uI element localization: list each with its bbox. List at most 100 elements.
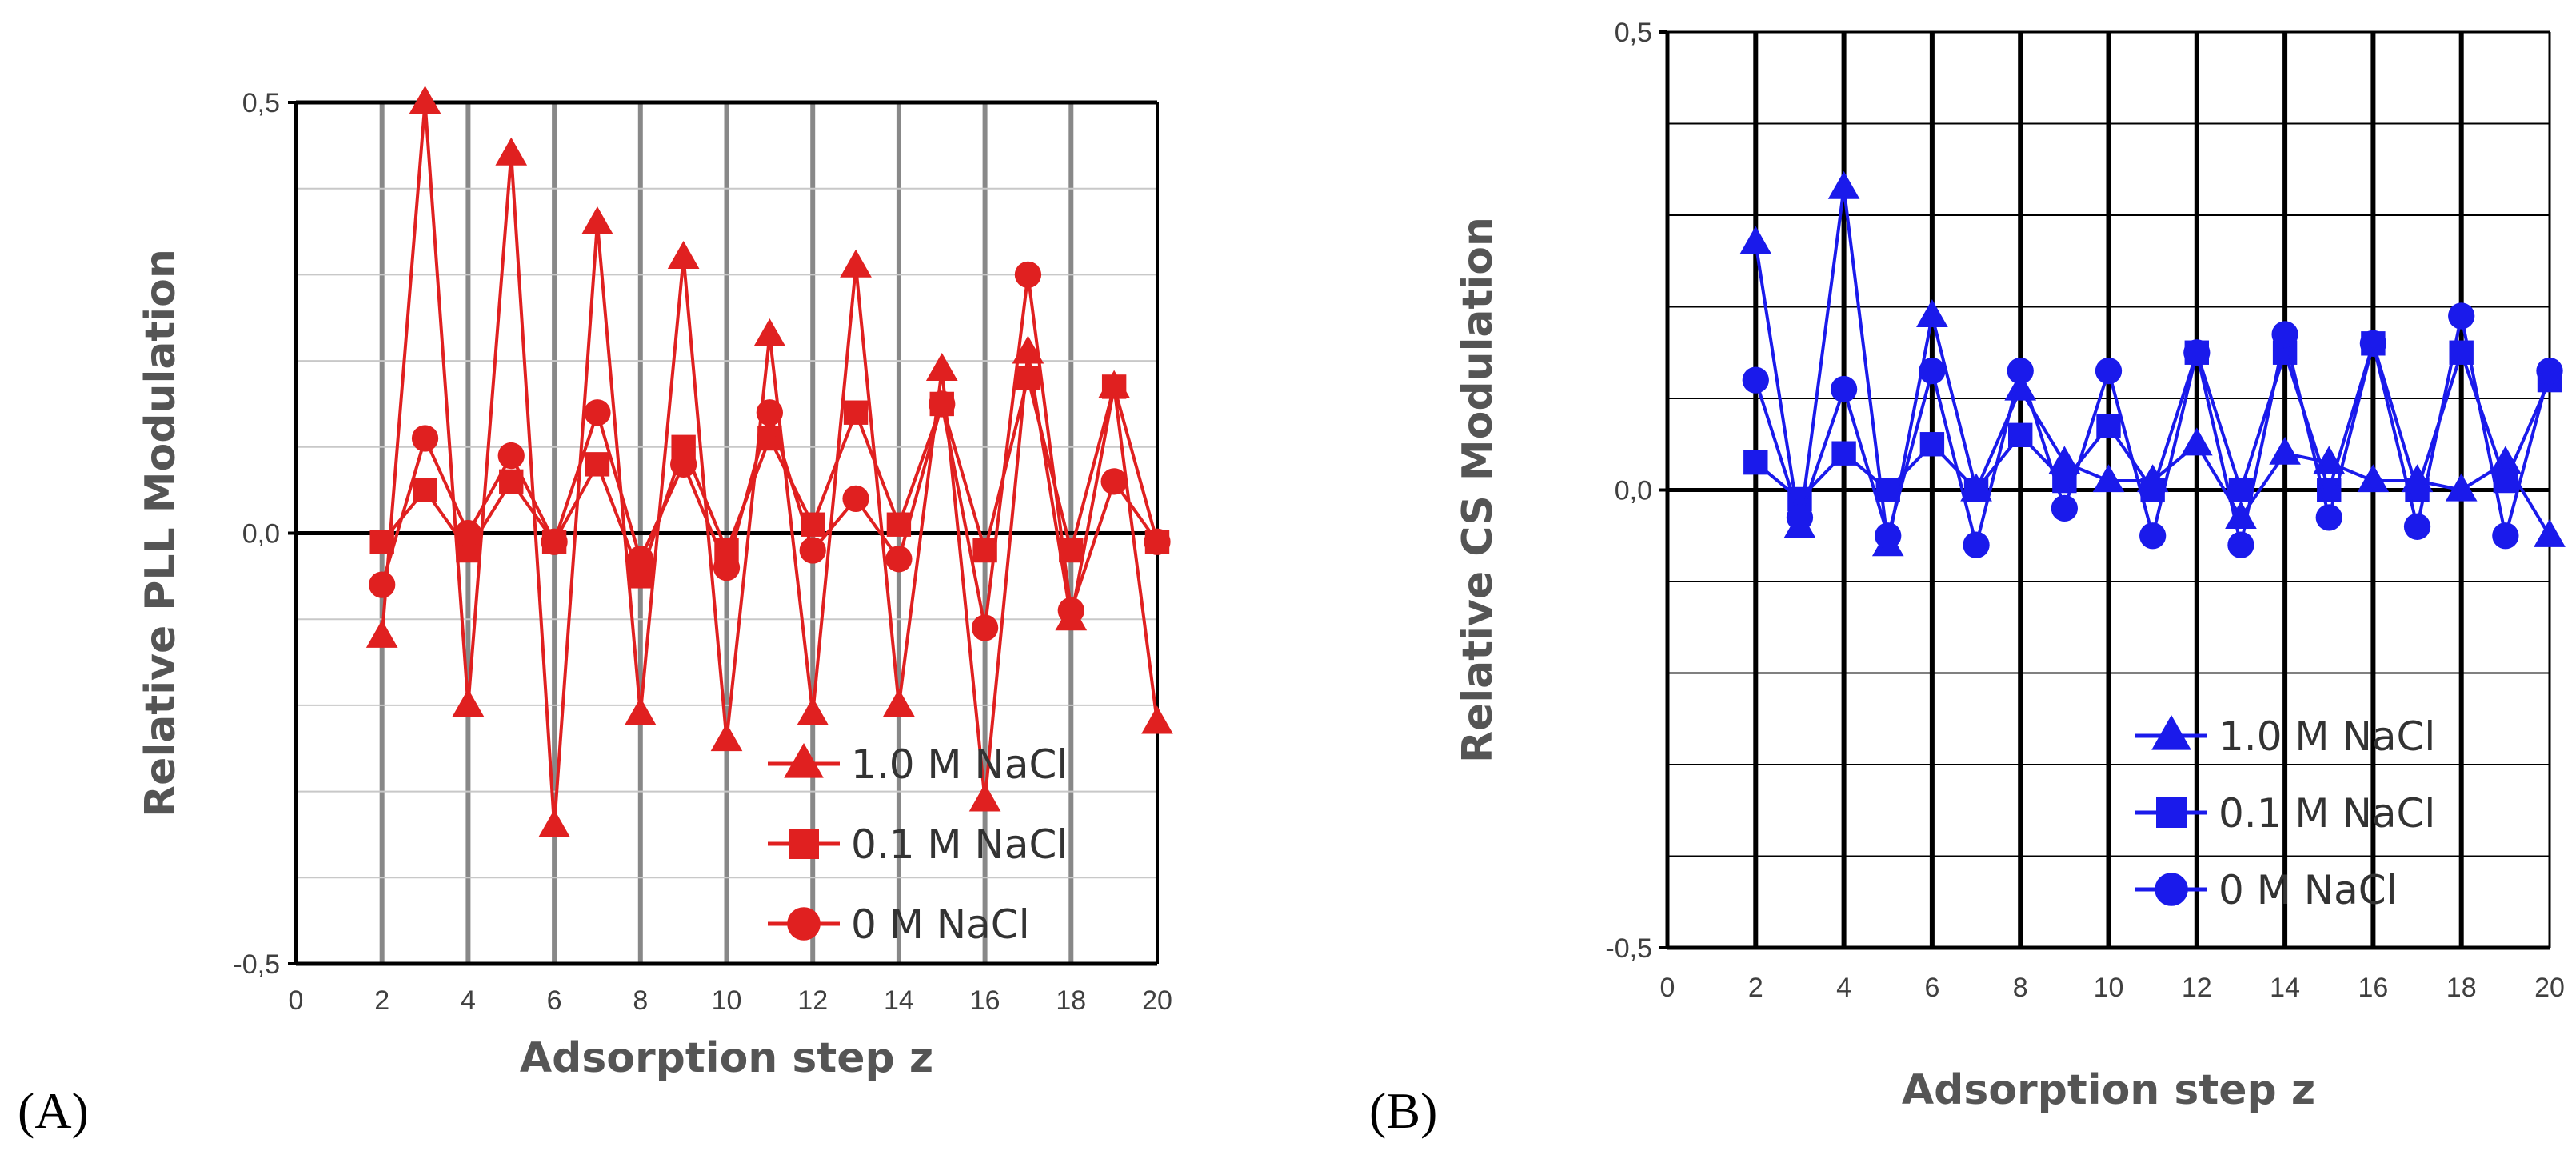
data-point [2445,473,2478,502]
data-point [883,689,915,717]
y-tick-labels: -0,5 0,0 0,5 [233,88,280,980]
legend-marker [787,907,821,941]
x-tick-label: 2 [1748,973,1763,1003]
data-point [409,86,441,114]
x-tick-label: 8 [2013,973,2028,1003]
data-point [2228,478,2254,502]
data-point [756,399,783,426]
data-point [1014,261,1042,289]
data-point [2490,446,2522,474]
data-point [753,318,786,346]
y-tick-label: -0,5 [1605,933,1652,964]
x-tick-label: 16 [970,985,1000,1016]
data-point [799,537,826,564]
y-axis-title: Relative PLL Modulation [137,249,185,817]
legend-label: 1.0 M NaCl [851,741,1068,788]
data-point [413,478,437,502]
data-point [2536,358,2563,385]
legend: 1.0 M NaCl 0.1 M NaCl 0 M NaCl [768,741,1068,948]
series [1739,170,2566,558]
data-point [2448,302,2475,330]
data-point [365,619,398,648]
data-point [2096,414,2121,438]
legend-marker [784,742,824,778]
data-point [1739,226,1772,254]
data-point [1827,170,1860,199]
data-point [971,614,999,641]
data-point [584,399,611,426]
data-point [1963,531,1990,558]
data-point [713,554,741,581]
data-point [541,528,568,555]
legend-marker [789,829,819,859]
data-point [1875,522,1902,550]
data-point [968,783,1001,812]
data-point [2180,427,2213,456]
data-point [2183,339,2211,366]
x-tick-labels: 0 2 4 6 8 10 12 14 16 18 20 [289,985,1172,1016]
series-circle [1742,302,2563,558]
x-tick-label: 0 [1660,973,1675,1003]
horizontal-gridlines [296,187,1157,879]
x-tick-label: 4 [1836,973,1851,1003]
legend-label: 0 M NaCl [2219,867,2398,913]
data-point [2269,436,2301,465]
data-point [797,697,829,725]
data-point [1830,375,1858,403]
data-point [842,485,869,513]
data-point [840,249,872,278]
x-tick-label: 14 [2270,973,2300,1003]
data-point [2051,494,2078,522]
data-point [1786,504,1814,531]
y-tick-label: 0,0 [242,519,280,550]
legend-label: 0 M NaCl [851,901,1030,948]
x-tick-label: 8 [633,985,648,1016]
data-point [369,530,394,554]
horizontal-gridlines [1667,122,2550,857]
data-point [495,137,528,166]
data-point [1012,335,1044,364]
data-point [369,571,396,598]
y-tick-labels: -0,5 0,0 0,5 [1605,18,1652,964]
data-point [585,452,610,477]
legend-marker [2156,797,2187,828]
x-tick-label: 20 [2534,973,2565,1003]
x-tick-label: 18 [1056,985,1086,1016]
series [365,86,1173,837]
y-axis-title: Relative CS Modulation [1454,217,1502,763]
data-point [885,546,913,573]
data-point [1831,441,1856,466]
chart-cs: 0 2 4 6 8 10 12 14 16 18 20 -0,5 0,0 0,5 Adsorption … [1369,18,2566,1139]
data-point [929,390,956,418]
y-tick-label: 0,0 [1615,476,1652,506]
legend-label: 0.1 M NaCl [2219,790,2435,837]
x-tick-label: 20 [1142,985,1172,1016]
chart-pll: 0 2 4 6 8 10 12 14 16 18 20 -0,5 0,0 0,5 Adsorption … [18,86,1173,1139]
legend: 1.0 M NaCl 0.1 M NaCl 0 M NaCl [2135,713,2435,913]
legend-item: 1.0 M NaCl [768,741,1068,788]
x-tick-label: 0 [289,985,304,1016]
x-tick-label: 12 [2182,973,2212,1003]
data-point [581,206,613,234]
y-tick-label: 0,5 [1615,18,1652,48]
data-point [627,546,654,573]
x-tick-label: 16 [2358,973,2388,1003]
data-point [411,425,439,452]
data-point [2225,501,2257,529]
data-point [2271,321,2298,348]
data-point [2095,358,2123,385]
data-point [454,519,482,547]
legend-label: 1.0 M NaCl [2219,713,2435,760]
data-point [2534,518,2566,547]
data-point [2008,422,2033,447]
x-axis-title: Adsorption step z [1902,1066,2315,1114]
data-point [452,689,485,717]
data-point [1919,358,1946,385]
legend-label: 0.1 M NaCl [851,821,1068,868]
legend-marker [2151,714,2191,750]
data-point [2048,446,2081,474]
y-tick-label: 0,5 [242,88,280,118]
data-point [2007,358,2034,385]
data-point [2357,464,2390,493]
